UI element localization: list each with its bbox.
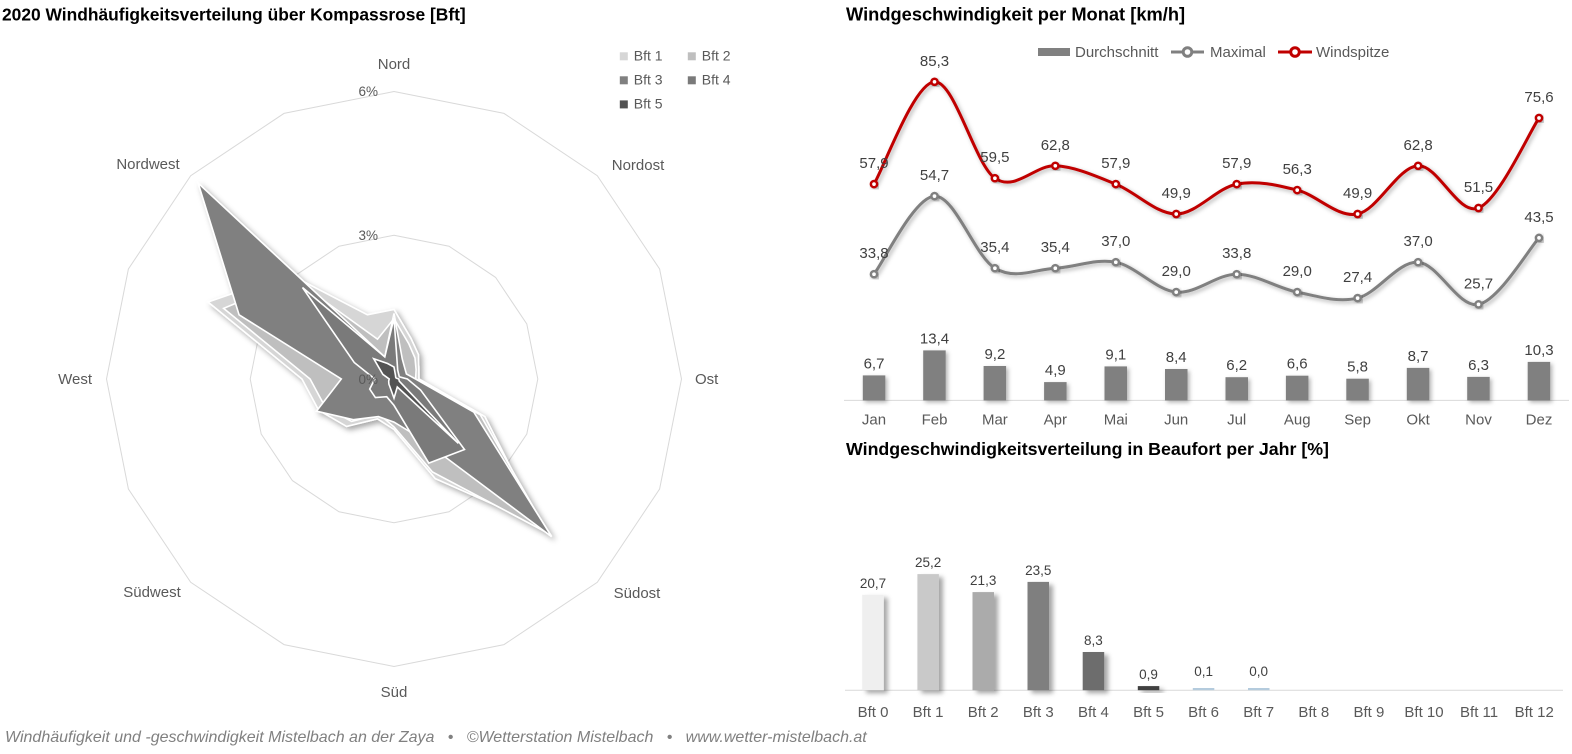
svg-text:29,0: 29,0	[1162, 263, 1191, 280]
svg-text:Nordwest: Nordwest	[116, 156, 180, 173]
svg-text:Feb: Feb	[922, 411, 948, 428]
svg-text:Süd: Süd	[381, 684, 408, 701]
svg-text:54,7: 54,7	[920, 167, 949, 184]
svg-text:8,3: 8,3	[1084, 633, 1103, 648]
svg-text:33,8: 33,8	[1222, 245, 1251, 262]
svg-text:Bft 9: Bft 9	[1353, 704, 1384, 721]
svg-text:Apr: Apr	[1044, 411, 1067, 428]
svg-text:21,3: 21,3	[970, 573, 996, 588]
svg-text:6,6: 6,6	[1287, 356, 1308, 373]
svg-text:0,1: 0,1	[1194, 664, 1213, 679]
svg-text:35,4: 35,4	[1041, 239, 1070, 256]
svg-text:2020 Windhäufigkeitsverteilung: 2020 Windhäufigkeitsverteilung über Komp…	[2, 5, 466, 25]
svg-text:6,7: 6,7	[864, 355, 885, 372]
svg-text:Bft 11: Bft 11	[1460, 704, 1498, 721]
svg-text:13,4: 13,4	[920, 330, 949, 347]
svg-text:56,3: 56,3	[1283, 161, 1312, 178]
svg-text:37,0: 37,0	[1101, 233, 1130, 250]
svg-text:Windgeschwindigkeitsverteilung: Windgeschwindigkeitsverteilung in Beaufo…	[846, 439, 1329, 459]
svg-text:Nordost: Nordost	[612, 157, 665, 174]
svg-text:57,9: 57,9	[1222, 155, 1251, 172]
svg-text:Sep: Sep	[1344, 411, 1371, 428]
svg-text:Bft 5: Bft 5	[634, 95, 663, 111]
svg-text:Bft 0: Bft 0	[858, 704, 889, 721]
svg-text:Südost: Südost	[614, 585, 662, 602]
svg-text:10,3: 10,3	[1524, 342, 1553, 359]
svg-text:Windhäufigkeit und -geschwindi: Windhäufigkeit und -geschwindigkeit Mist…	[5, 729, 867, 746]
svg-text:75,6: 75,6	[1524, 89, 1553, 106]
svg-text:29,0: 29,0	[1283, 263, 1312, 280]
svg-text:Mar: Mar	[982, 411, 1008, 428]
svg-text:6%: 6%	[358, 84, 378, 99]
svg-text:Maximal: Maximal	[1210, 44, 1266, 61]
svg-text:6,2: 6,2	[1226, 357, 1247, 374]
svg-text:Bft 3: Bft 3	[634, 71, 663, 87]
svg-text:25,2: 25,2	[915, 555, 941, 570]
svg-text:9,2: 9,2	[984, 346, 1005, 363]
svg-text:23,5: 23,5	[1025, 563, 1051, 578]
svg-text:57,9: 57,9	[1101, 155, 1130, 172]
svg-text:Bft 12: Bft 12	[1515, 704, 1554, 721]
svg-text:Bft 5: Bft 5	[1133, 704, 1164, 721]
svg-text:Bft 4: Bft 4	[1078, 704, 1109, 721]
svg-text:33,8: 33,8	[859, 245, 888, 262]
svg-text:4,9: 4,9	[1045, 362, 1066, 379]
svg-text:62,8: 62,8	[1041, 137, 1070, 154]
svg-text:Bft 3: Bft 3	[1023, 704, 1054, 721]
svg-text:Bft 1: Bft 1	[634, 47, 663, 63]
svg-text:Bft 2: Bft 2	[702, 47, 731, 63]
svg-text:20,7: 20,7	[860, 576, 886, 591]
svg-text:Bft 10: Bft 10	[1404, 704, 1443, 721]
svg-text:9,1: 9,1	[1105, 346, 1126, 363]
svg-text:3%: 3%	[358, 228, 378, 243]
svg-text:Ost: Ost	[695, 371, 719, 388]
svg-text:Bft 2: Bft 2	[968, 704, 999, 721]
svg-text:8,4: 8,4	[1166, 349, 1187, 366]
svg-text:Dez: Dez	[1526, 411, 1553, 428]
svg-text:51,5: 51,5	[1464, 179, 1493, 196]
svg-text:5,8: 5,8	[1347, 359, 1368, 376]
svg-text:57,9: 57,9	[859, 155, 888, 172]
svg-text:Durchschnitt: Durchschnitt	[1075, 44, 1159, 61]
svg-text:49,9: 49,9	[1162, 185, 1191, 202]
svg-text:37,0: 37,0	[1403, 233, 1432, 250]
svg-text:6,3: 6,3	[1468, 357, 1489, 374]
svg-text:Aug: Aug	[1284, 411, 1311, 428]
svg-text:43,5: 43,5	[1524, 209, 1553, 226]
svg-text:Windgeschwindigkeit per Monat: Windgeschwindigkeit per Monat [km/h]	[846, 4, 1185, 25]
svg-text:25,7: 25,7	[1464, 275, 1493, 292]
svg-text:Okt: Okt	[1406, 411, 1430, 428]
svg-text:Jun: Jun	[1164, 411, 1188, 428]
svg-text:0,9: 0,9	[1139, 667, 1158, 682]
svg-text:Bft 1: Bft 1	[913, 704, 944, 721]
svg-text:Bft 8: Bft 8	[1298, 704, 1329, 721]
svg-text:8,7: 8,7	[1408, 348, 1429, 365]
svg-text:59,5: 59,5	[980, 149, 1009, 166]
svg-text:Mai: Mai	[1104, 411, 1128, 428]
svg-text:Jan: Jan	[862, 411, 886, 428]
svg-text:Nov: Nov	[1465, 411, 1492, 428]
svg-text:35,4: 35,4	[980, 239, 1009, 256]
svg-text:Südwest: Südwest	[123, 584, 181, 601]
svg-text:27,4: 27,4	[1343, 269, 1372, 286]
svg-text:Windspitze: Windspitze	[1316, 44, 1389, 61]
svg-text:West: West	[58, 371, 93, 388]
svg-text:Bft 7: Bft 7	[1243, 704, 1274, 721]
svg-text:85,3: 85,3	[920, 53, 949, 70]
svg-text:Jul: Jul	[1227, 411, 1246, 428]
svg-text:Bft 6: Bft 6	[1188, 704, 1219, 721]
svg-text:49,9: 49,9	[1343, 185, 1372, 202]
svg-text:0,0: 0,0	[1249, 664, 1268, 679]
svg-text:62,8: 62,8	[1403, 137, 1432, 154]
svg-text:0%: 0%	[358, 372, 378, 387]
svg-text:Nord: Nord	[378, 56, 411, 73]
svg-text:Bft 4: Bft 4	[702, 71, 731, 87]
